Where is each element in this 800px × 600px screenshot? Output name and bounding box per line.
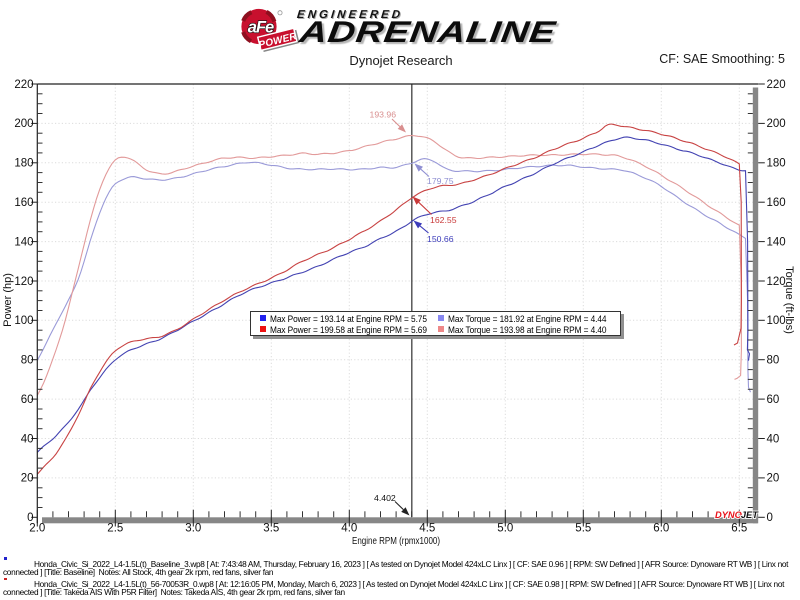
svg-text:5.0: 5.0 [497, 522, 513, 534]
svg-text:3.5: 3.5 [263, 522, 279, 534]
svg-text:6.5: 6.5 [731, 522, 747, 534]
svg-text:4.402: 4.402 [374, 493, 396, 503]
svg-text:160: 160 [767, 197, 786, 209]
svg-text:179.75: 179.75 [427, 176, 454, 186]
svg-text:140: 140 [14, 236, 33, 248]
svg-text:5.5: 5.5 [575, 522, 591, 534]
svg-text:60: 60 [21, 394, 34, 406]
svg-text:162.55: 162.55 [430, 215, 457, 225]
svg-text:180: 180 [14, 158, 33, 170]
svg-text:3.0: 3.0 [185, 522, 201, 534]
svg-text:150.66: 150.66 [427, 234, 454, 244]
svg-text:4.5: 4.5 [419, 522, 435, 534]
svg-text:193.96: 193.96 [370, 110, 397, 120]
svg-text:100: 100 [767, 315, 786, 327]
svg-text:80: 80 [21, 355, 34, 367]
svg-text:220: 220 [14, 79, 33, 91]
svg-text:60: 60 [767, 394, 780, 406]
svg-text:120: 120 [767, 276, 786, 288]
svg-text:0: 0 [767, 512, 773, 524]
svg-text:40: 40 [767, 433, 780, 445]
svg-text:140: 140 [767, 236, 786, 248]
svg-text:Power (hp): Power (hp) [2, 273, 14, 327]
svg-text:2.5: 2.5 [107, 522, 123, 534]
svg-text:200: 200 [14, 118, 33, 130]
svg-text:80: 80 [767, 355, 780, 367]
svg-text:220: 220 [767, 79, 786, 91]
svg-text:Engine RPM (rpmx1000): Engine RPM (rpmx1000) [352, 536, 440, 547]
svg-text:20: 20 [21, 473, 34, 485]
svg-text:4.0: 4.0 [341, 522, 357, 534]
svg-text:100: 100 [14, 315, 33, 327]
svg-text:0: 0 [27, 512, 33, 524]
svg-text:120: 120 [14, 276, 33, 288]
svg-text:2.0: 2.0 [29, 522, 45, 534]
svg-text:Torque (ft-lbs): Torque (ft-lbs) [783, 266, 795, 334]
svg-text:160: 160 [14, 197, 33, 209]
svg-text:aFe: aFe [248, 19, 274, 37]
svg-text:20: 20 [767, 473, 780, 485]
svg-text:6.0: 6.0 [653, 522, 669, 534]
svg-text:200: 200 [767, 118, 786, 130]
svg-text:180: 180 [767, 158, 786, 170]
svg-text:DYNOJET: DYNOJET [715, 510, 759, 520]
svg-text:40: 40 [21, 433, 34, 445]
